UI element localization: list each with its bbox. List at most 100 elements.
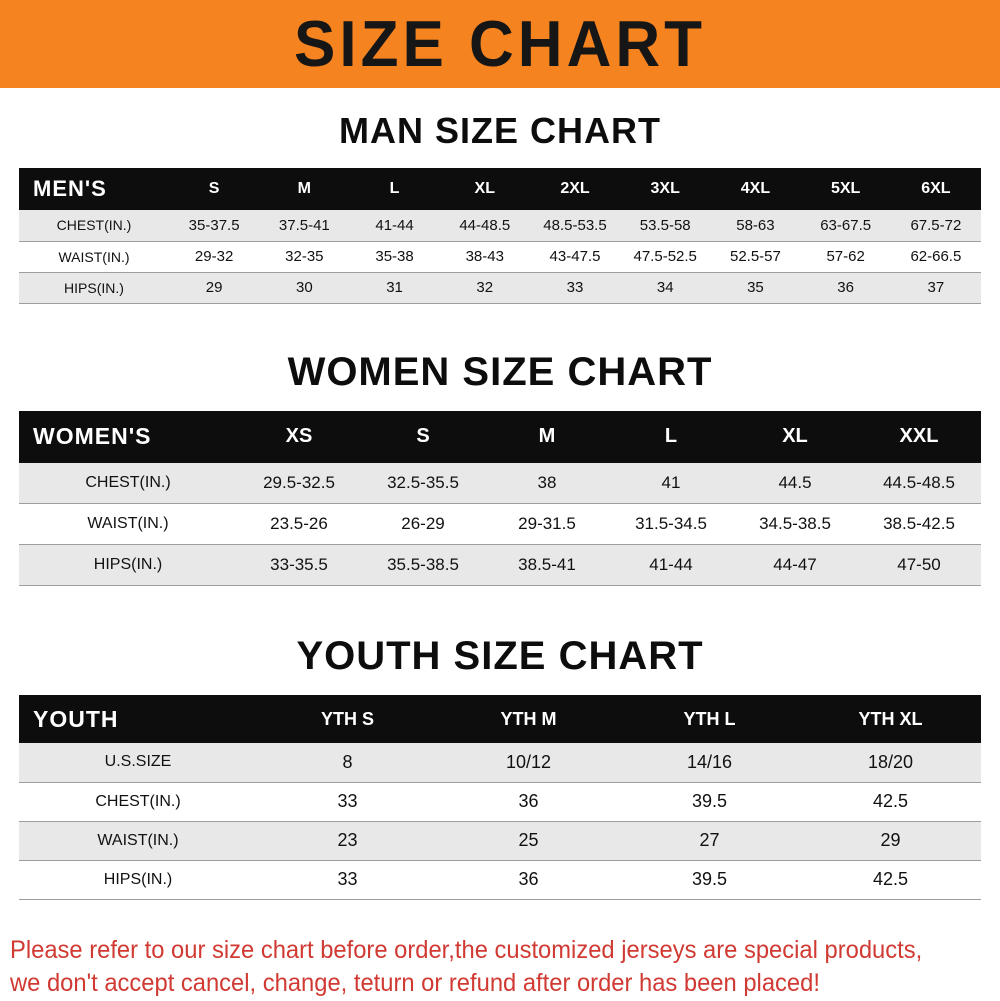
column-header: YTH M	[438, 695, 619, 743]
column-header: 3XL	[620, 168, 710, 210]
column-header: S	[361, 411, 485, 463]
table-cell: 44.5	[733, 463, 857, 504]
table-cell: 34	[620, 272, 710, 303]
row-label: WAIST(IN.)	[19, 504, 237, 545]
footer-note: Please refer to our size chart before or…	[10, 934, 1000, 1001]
table-cell: 33	[530, 272, 620, 303]
row-label: CHEST(IN.)	[19, 463, 237, 504]
row-label: HIPS(IN.)	[19, 860, 257, 899]
table-cell: 35.5-38.5	[361, 545, 485, 586]
row-label: CHEST(IN.)	[19, 210, 169, 241]
table-cell: 29	[800, 821, 981, 860]
column-header: XL	[440, 168, 530, 210]
column-header: YTH XL	[800, 695, 981, 743]
table-cell: 63-67.5	[801, 210, 891, 241]
table-cell: 53.5-58	[620, 210, 710, 241]
table-cell: 42.5	[800, 782, 981, 821]
table-cell: 14/16	[619, 743, 800, 782]
column-header: L	[609, 411, 733, 463]
column-header: 5XL	[801, 168, 891, 210]
table-cell: 31.5-34.5	[609, 504, 733, 545]
table-cell: 42.5	[800, 860, 981, 899]
table-cell: 36	[438, 860, 619, 899]
table-cell: 36	[438, 782, 619, 821]
table-cell: 35-38	[349, 241, 439, 272]
table-cell: 38-43	[440, 241, 530, 272]
table-cell: 38.5-42.5	[857, 504, 981, 545]
column-header: M	[259, 168, 349, 210]
table-title-cell: MEN'S	[19, 168, 169, 210]
table-cell: 23.5-26	[237, 504, 361, 545]
table-cell: 62-66.5	[891, 241, 981, 272]
table-cell: 58-63	[710, 210, 800, 241]
table-cell: 34.5-38.5	[733, 504, 857, 545]
youth-size-heading: YOUTH SIZE CHART	[0, 634, 1000, 679]
table-cell: 30	[259, 272, 349, 303]
column-header: YTH S	[257, 695, 438, 743]
table-cell: 67.5-72	[891, 210, 981, 241]
size-chart-banner: SIZE CHART	[0, 0, 1000, 88]
column-header: XXL	[857, 411, 981, 463]
column-header: S	[169, 168, 259, 210]
table-title-cell: YOUTH	[19, 695, 257, 743]
table-cell: 41-44	[609, 545, 733, 586]
row-label: HIPS(IN.)	[19, 272, 169, 303]
table-cell: 47.5-52.5	[620, 241, 710, 272]
table-cell: 23	[257, 821, 438, 860]
table-cell: 39.5	[619, 860, 800, 899]
table-cell: 35-37.5	[169, 210, 259, 241]
women-size-heading: WOMEN SIZE CHART	[0, 350, 1000, 395]
table-cell: 44-47	[733, 545, 857, 586]
table-cell: 33	[257, 782, 438, 821]
table-cell: 39.5	[619, 782, 800, 821]
table-cell: 32-35	[259, 241, 349, 272]
table-cell: 31	[349, 272, 439, 303]
column-header: YTH L	[619, 695, 800, 743]
footer-note-line-1: Please refer to our size chart before or…	[10, 934, 951, 968]
table-cell: 38.5-41	[485, 545, 609, 586]
table-cell: 10/12	[438, 743, 619, 782]
table-cell: 44-48.5	[440, 210, 530, 241]
table-cell: 32	[440, 272, 530, 303]
column-header: 6XL	[891, 168, 981, 210]
column-header: XL	[733, 411, 857, 463]
table-cell: 52.5-57	[710, 241, 800, 272]
table-cell: 41	[609, 463, 733, 504]
column-header: M	[485, 411, 609, 463]
table-cell: 41-44	[349, 210, 439, 241]
row-label: HIPS(IN.)	[19, 545, 237, 586]
table-cell: 35	[710, 272, 800, 303]
table-cell: 57-62	[801, 241, 891, 272]
table-cell: 29	[169, 272, 259, 303]
column-header: XS	[237, 411, 361, 463]
row-label: WAIST(IN.)	[19, 821, 257, 860]
table-cell: 8	[257, 743, 438, 782]
banner-title: SIZE CHART	[294, 7, 706, 82]
table-cell: 38	[485, 463, 609, 504]
table-cell: 43-47.5	[530, 241, 620, 272]
table-cell: 36	[801, 272, 891, 303]
table-cell: 27	[619, 821, 800, 860]
man-size-heading: MAN SIZE CHART	[0, 110, 1000, 152]
column-header: L	[349, 168, 439, 210]
row-label: CHEST(IN.)	[19, 782, 257, 821]
footer-note-line-2: we don't accept cancel, change, teturn o…	[10, 967, 951, 1001]
row-label: U.S.SIZE	[19, 743, 257, 782]
table-cell: 29-31.5	[485, 504, 609, 545]
table-cell: 47-50	[857, 545, 981, 586]
table-cell: 33	[257, 860, 438, 899]
